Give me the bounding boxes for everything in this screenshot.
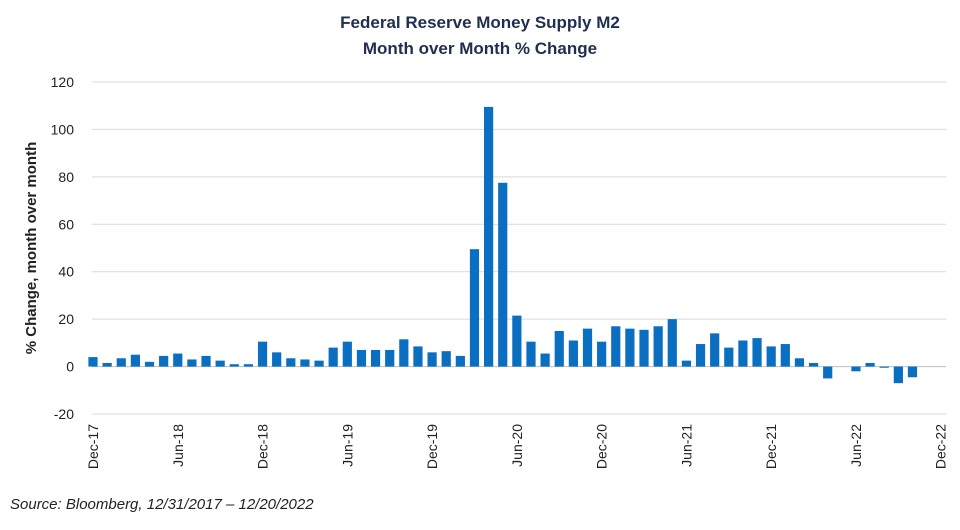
bar-feb-19 xyxy=(286,358,296,367)
bar-mar-19 xyxy=(300,359,310,367)
bar-aug-18 xyxy=(201,355,211,367)
bar-oct-19 xyxy=(399,339,409,367)
bar-oct-20 xyxy=(568,340,578,367)
bar-nov-18 xyxy=(243,364,254,367)
bar-oct-22 xyxy=(907,366,918,378)
y-tick-label: 20 xyxy=(58,311,74,327)
y-tick-label: 80 xyxy=(58,169,74,185)
y-tick-label: 100 xyxy=(51,121,75,137)
bar-may-20 xyxy=(498,182,508,367)
bar-dec-18 xyxy=(257,341,268,367)
bar-jan-20 xyxy=(441,351,451,367)
x-axis-ticks: Dec-17 Jun-18 Dec-18 Jun-19 Dec-19 Jun-20 Dec-… xyxy=(85,424,949,469)
bar-jul-22 xyxy=(865,363,875,367)
bar-apr-18 xyxy=(144,361,155,367)
bar-oct-21 xyxy=(738,340,748,367)
bar-dec-19 xyxy=(427,352,437,367)
bars xyxy=(88,106,918,384)
bar-aug-22 xyxy=(879,366,889,368)
bar-may-19 xyxy=(328,347,338,367)
bar-sep-21 xyxy=(724,347,734,367)
chart-title-line-1: Federal Reserve Money Supply M2 xyxy=(340,13,620,32)
bar-sep-20 xyxy=(554,331,564,367)
bar-may-21 xyxy=(667,319,677,367)
bar-feb-21 xyxy=(625,328,635,367)
bar-jun-21 xyxy=(681,360,692,367)
bar-feb-20 xyxy=(455,355,465,367)
bar-feb-18 xyxy=(116,358,126,367)
x-tick-label: Dec-21 xyxy=(763,424,779,469)
bar-jun-22 xyxy=(851,366,861,372)
bar-jan-21 xyxy=(611,326,621,367)
bar-aug-21 xyxy=(710,333,720,367)
y-tick-label: 120 xyxy=(51,74,75,90)
bar-sep-22 xyxy=(893,366,903,384)
x-tick-label: Jun-19 xyxy=(339,424,355,467)
source-note: Source: Bloomberg, 12/31/2017 – 12/20/20… xyxy=(10,496,314,513)
x-tick-label: Dec-20 xyxy=(594,424,610,469)
bar-mar-18 xyxy=(130,354,140,367)
chart-title-line-2: Month over Month % Change xyxy=(363,39,597,58)
bar-mar-20 xyxy=(469,249,480,367)
bar-jun-19 xyxy=(342,341,352,367)
bar-dec-21 xyxy=(766,346,776,367)
bar-dec-17 xyxy=(88,357,98,367)
y-tick-label: 40 xyxy=(58,264,74,280)
x-tick-label: Dec-19 xyxy=(424,424,440,469)
bar-may-18 xyxy=(159,355,169,367)
x-tick-label: Dec-22 xyxy=(933,424,949,469)
y-tick-label: 60 xyxy=(58,216,74,232)
bar-feb-22 xyxy=(794,358,805,367)
bar-jul-19 xyxy=(356,349,367,367)
bar-dec-20 xyxy=(597,341,607,367)
x-tick-label: Dec-17 xyxy=(85,424,101,469)
x-tick-label: Jun-18 xyxy=(170,424,186,467)
bar-jan-19 xyxy=(272,352,282,367)
bar-jul-21 xyxy=(695,344,706,367)
bar-mar-22 xyxy=(808,363,819,367)
x-tick-label: Jun-20 xyxy=(509,424,525,467)
bar-apr-21 xyxy=(653,326,663,367)
bar-nov-21 xyxy=(752,338,762,367)
bar-jul-18 xyxy=(187,359,197,367)
bar-oct-18 xyxy=(229,364,239,367)
bar-aug-20 xyxy=(540,353,550,367)
bar-jan-18 xyxy=(102,363,112,367)
bar-apr-22 xyxy=(823,366,833,379)
bar-mar-21 xyxy=(639,329,649,367)
bar-jun-20 xyxy=(512,315,522,367)
bar-jan-22 xyxy=(780,344,790,367)
bar-sep-18 xyxy=(215,360,225,367)
bar-nov-20 xyxy=(582,328,593,367)
gridlines xyxy=(92,81,946,415)
y-tick-label: -20 xyxy=(54,406,74,422)
x-tick-label: Jun-22 xyxy=(848,424,864,467)
bar-sep-19 xyxy=(385,349,395,367)
bar-apr-20 xyxy=(484,106,494,367)
bar-nov-19 xyxy=(413,346,423,367)
x-tick-label: Dec-18 xyxy=(255,424,271,469)
y-axis-label: % Change, month over month xyxy=(23,142,40,355)
x-tick-label: Jun-21 xyxy=(678,424,694,467)
y-tick-label: 0 xyxy=(66,359,74,375)
y-axis-ticks: -20 0 20 40 60 80 100 120 xyxy=(51,74,75,422)
bar-jul-20 xyxy=(526,341,536,367)
bar-jun-18 xyxy=(173,353,183,367)
bar-aug-19 xyxy=(370,349,381,367)
bar-apr-19 xyxy=(314,360,324,367)
